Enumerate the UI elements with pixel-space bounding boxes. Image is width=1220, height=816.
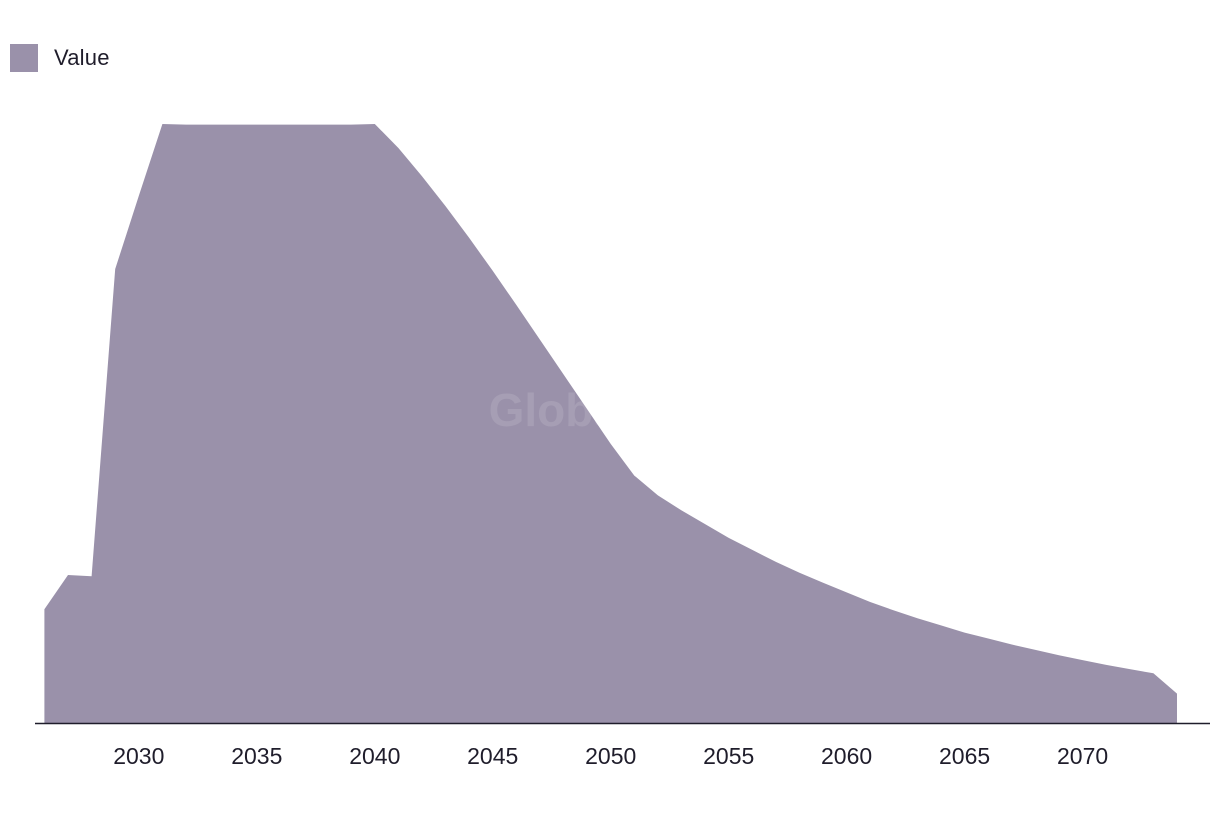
area-series-value [44, 124, 1177, 723]
legend-label: Value [54, 45, 110, 70]
x-tick-label-2060: 2060 [821, 743, 872, 769]
plot-area [44, 124, 1177, 723]
x-tick-label-2035: 2035 [231, 743, 282, 769]
legend: Value [10, 44, 110, 72]
x-tick-label-2030: 2030 [113, 743, 164, 769]
watermark-text: GlobalData [489, 384, 732, 436]
x-tick-label-2040: 2040 [349, 743, 400, 769]
x-tick-label-2045: 2045 [467, 743, 518, 769]
x-tick-label-2055: 2055 [703, 743, 754, 769]
x-axis-ticks: 2030 2035 2040 2045 2050 2055 2060 2065 2070 [113, 743, 1108, 769]
legend-swatch [10, 44, 38, 72]
x-tick-label-2050: 2050 [585, 743, 636, 769]
x-tick-label-2065: 2065 [939, 743, 990, 769]
x-tick-label-2070: 2070 [1057, 743, 1108, 769]
